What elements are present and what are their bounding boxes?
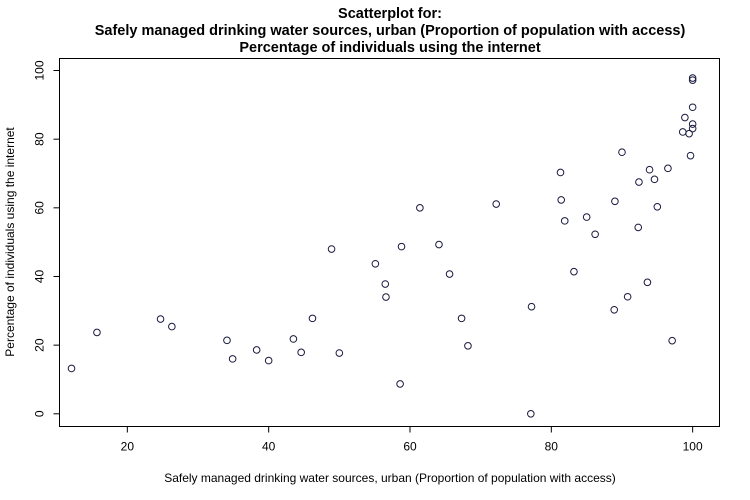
data-point	[67, 364, 76, 373]
data-point	[688, 124, 697, 133]
data-point	[557, 196, 566, 204]
data-point	[688, 76, 697, 84]
data-point	[623, 292, 632, 301]
data-point	[688, 120, 697, 128]
y-tick-label: 80	[33, 132, 47, 146]
data-point	[223, 336, 231, 345]
data-point	[397, 242, 406, 251]
y-axis-label: Percentage of individuals using the inte…	[3, 127, 17, 357]
data-point	[664, 164, 672, 173]
data-point	[688, 74, 697, 82]
y-axis: 0 20 40 60 80 100	[33, 60, 60, 417]
data-point	[464, 342, 472, 350]
data-point	[264, 356, 273, 365]
plot-frame	[59, 58, 720, 427]
data-point	[335, 349, 344, 357]
data-point	[582, 213, 591, 221]
data-point	[560, 217, 569, 225]
chart-title-line-3: Percentage of individuals using the inte…	[239, 40, 540, 56]
data-point	[396, 380, 404, 388]
y-tick-label: 0	[33, 410, 47, 417]
data-point	[618, 148, 626, 157]
data-point	[492, 200, 501, 208]
data-point	[252, 346, 261, 354]
data-point	[435, 240, 443, 249]
x-tick-label: 80	[545, 440, 559, 454]
data-point	[610, 305, 619, 314]
data-point	[527, 409, 535, 418]
data-point	[681, 113, 689, 122]
data-point	[308, 314, 317, 323]
chart-title-line-2: Safely managed drinking water sources, u…	[95, 23, 686, 39]
data-point	[416, 204, 424, 212]
data-point	[570, 267, 578, 276]
x-tick-label: 100	[683, 440, 703, 454]
x-axis-label: Safely managed drinking water sources, u…	[164, 471, 616, 485]
data-point	[382, 293, 390, 301]
data-point	[685, 129, 693, 138]
data-point	[289, 335, 298, 343]
data-point	[297, 348, 305, 357]
data-point	[156, 315, 165, 323]
x-tick-label: 60	[403, 440, 417, 454]
data-point	[645, 165, 654, 174]
x-axis: 20 40 60 80 100	[121, 426, 703, 454]
data-point	[457, 314, 466, 323]
data-point	[653, 202, 662, 211]
data-point	[668, 336, 676, 345]
data-point	[591, 230, 599, 239]
chart-title-line-1: Scatterplot for:	[338, 6, 442, 22]
data-point	[381, 280, 390, 288]
x-tick-label: 20	[121, 440, 135, 454]
data-points	[67, 74, 697, 418]
data-point	[556, 168, 565, 177]
x-tick-label: 40	[262, 440, 276, 454]
y-tick-label: 40	[33, 269, 47, 283]
data-point	[678, 128, 687, 136]
data-point	[445, 270, 454, 278]
data-point	[93, 328, 101, 337]
data-point	[688, 103, 697, 112]
y-tick-label: 20	[33, 338, 47, 352]
data-point	[686, 151, 695, 160]
data-point	[643, 278, 652, 287]
y-tick-label: 60	[33, 201, 47, 215]
data-point	[650, 175, 659, 184]
data-point	[327, 245, 336, 253]
data-point	[228, 355, 237, 363]
data-point	[168, 322, 176, 331]
data-point	[371, 259, 380, 268]
y-tick-label: 100	[33, 60, 47, 80]
data-point	[611, 197, 619, 206]
data-point	[635, 178, 643, 186]
data-point	[527, 302, 536, 311]
data-point	[634, 223, 643, 232]
